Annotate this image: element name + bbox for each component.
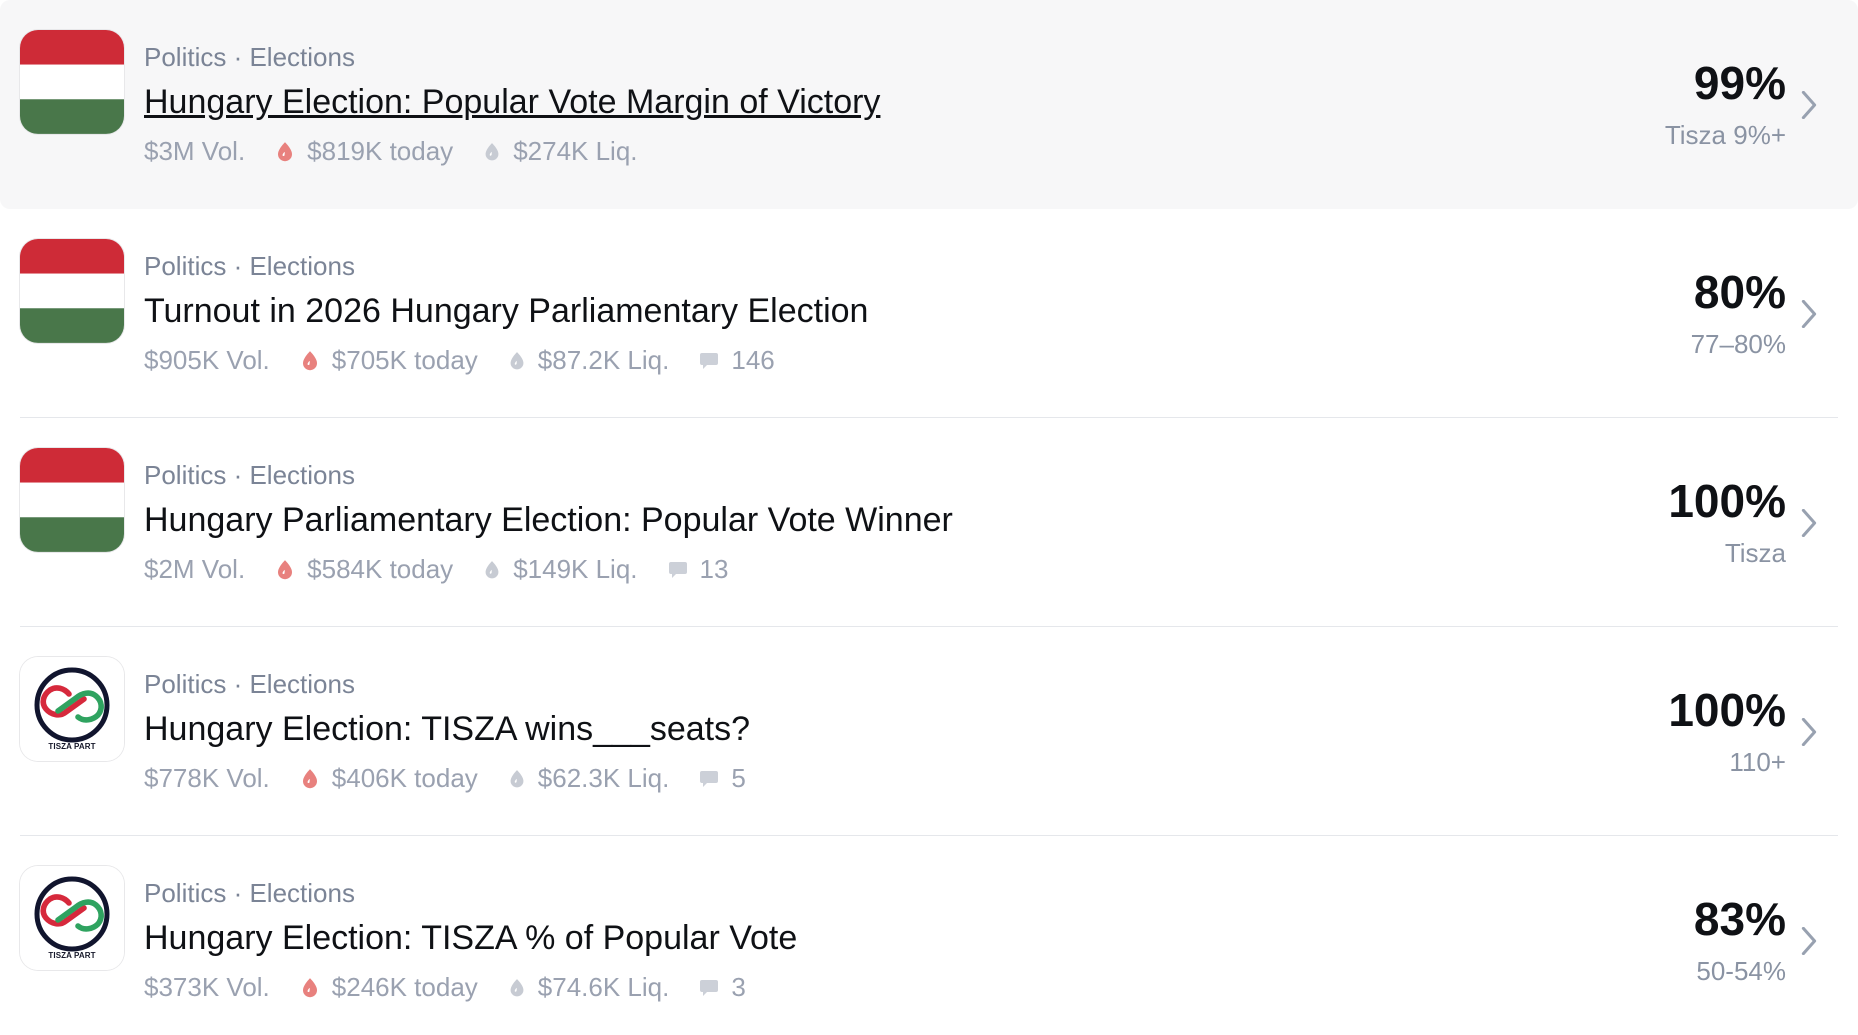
svg-text:TISZA PART: TISZA PART	[48, 742, 95, 751]
svg-text:TISZA PART: TISZA PART	[48, 951, 95, 960]
